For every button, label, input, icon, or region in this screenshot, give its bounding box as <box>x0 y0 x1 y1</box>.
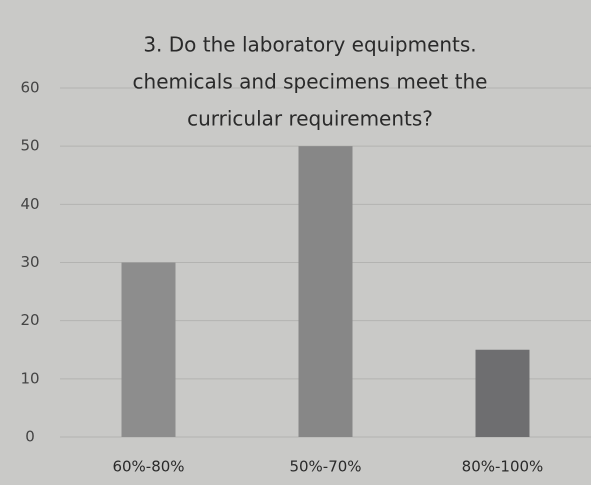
x-tick-label: 60%-80% <box>112 458 184 476</box>
y-tick-label: 0 <box>25 428 35 446</box>
y-tick-label: 10 <box>20 369 39 387</box>
chart-title: 3. Do the laboratory equipments. <box>143 33 476 57</box>
chart-title: curricular requirements? <box>187 107 433 131</box>
x-tick-label: 50%-70% <box>289 458 361 476</box>
x-tick-label: 80%-100% <box>462 458 544 476</box>
chart-title: chemicals and specimens meet the <box>133 70 488 94</box>
y-tick-label: 60 <box>20 79 39 97</box>
bar <box>475 349 530 437</box>
y-tick-label: 20 <box>20 311 39 329</box>
y-tick-label: 30 <box>20 253 39 271</box>
y-tick-label: 50 <box>20 137 39 155</box>
bar <box>121 262 176 437</box>
bar <box>298 146 353 437</box>
y-tick-label: 40 <box>20 195 39 213</box>
